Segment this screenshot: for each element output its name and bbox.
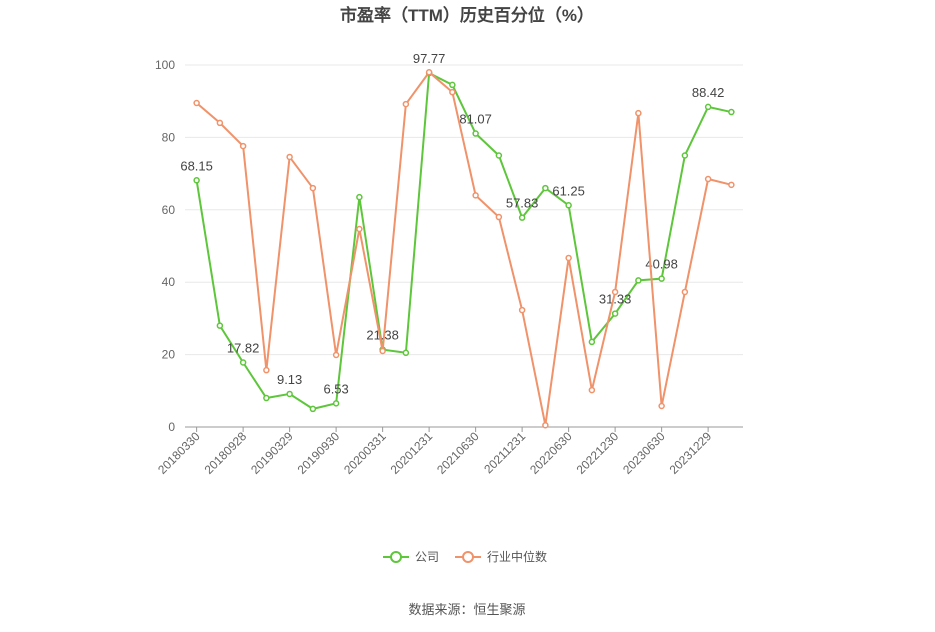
point <box>704 175 712 183</box>
point <box>379 347 386 355</box>
x-tick-label: 20231229 <box>667 429 715 477</box>
point <box>309 405 317 413</box>
point <box>518 214 526 221</box>
point <box>286 390 293 398</box>
y-tick-label: 20 <box>162 348 176 362</box>
point <box>611 310 619 317</box>
x-tick-label: 20230630 <box>620 429 668 477</box>
point <box>704 103 712 111</box>
point <box>472 130 479 137</box>
x-tick-label: 20220630 <box>527 429 575 477</box>
x-tick-label: 20190329 <box>248 429 296 477</box>
point <box>495 213 503 221</box>
point <box>356 193 363 201</box>
point <box>635 109 642 117</box>
point <box>681 288 689 296</box>
point <box>518 306 526 314</box>
y-tick-label: 100 <box>155 58 175 72</box>
data-label: 21.38 <box>366 328 399 343</box>
x-tick-label: 20211231 <box>481 429 528 476</box>
point <box>472 192 479 199</box>
legend-label: 公司 <box>415 550 439 564</box>
point <box>402 349 410 357</box>
data-label: 57.83 <box>506 196 539 211</box>
data-label: 9.13 <box>277 372 302 387</box>
point <box>542 421 549 429</box>
point <box>332 351 340 359</box>
legend-marker <box>390 551 402 563</box>
data-label: 40.98 <box>645 257 678 272</box>
point <box>193 99 200 107</box>
x-tick-label: 20180330 <box>155 429 203 477</box>
point <box>402 100 410 108</box>
point <box>495 152 503 159</box>
x-tick-label: 20210630 <box>434 429 482 477</box>
data-label: 81.07 <box>459 112 492 127</box>
data-label: 17.82 <box>227 340 260 355</box>
point <box>193 177 200 184</box>
point <box>216 322 224 329</box>
point <box>611 288 619 296</box>
point <box>309 184 317 192</box>
legend-label: 行业中位数 <box>487 549 547 564</box>
source: 数据来源：恒生聚源 <box>408 602 525 617</box>
point <box>263 366 270 374</box>
point <box>263 394 270 402</box>
series-line <box>195 71 732 410</box>
point <box>681 152 689 159</box>
data-label: 31.33 <box>599 292 632 307</box>
y-tick-label: 0 <box>168 420 175 434</box>
point <box>565 254 572 262</box>
x-tick-label: 20200331 <box>341 429 389 477</box>
point <box>286 153 293 161</box>
point <box>588 338 596 346</box>
y-tick-label: 80 <box>162 130 176 144</box>
point <box>449 88 456 96</box>
point <box>658 275 665 282</box>
point <box>658 402 665 410</box>
data-label: 6.53 <box>323 381 348 396</box>
point <box>542 184 549 192</box>
y-tick-label: 40 <box>162 275 176 289</box>
point <box>239 359 247 366</box>
data-label: 61.25 <box>552 183 585 198</box>
x-tick-label: 20190930 <box>295 429 343 477</box>
point <box>356 225 363 233</box>
point <box>728 108 735 116</box>
point <box>728 181 735 189</box>
series-line <box>195 70 732 426</box>
x-tick-label: 20201231 <box>388 429 436 477</box>
x-tick-label: 20221230 <box>574 429 622 477</box>
x-tick-label: 20180928 <box>202 429 250 477</box>
y-tick-label: 60 <box>162 203 176 217</box>
data-label: 68.15 <box>180 158 213 173</box>
point <box>588 386 596 394</box>
point <box>425 68 433 76</box>
point <box>449 81 456 89</box>
legend-marker <box>462 551 475 563</box>
point <box>332 400 340 407</box>
data-label: 97.77 <box>413 51 446 66</box>
point <box>635 277 642 284</box>
point <box>239 142 247 150</box>
chart-title: 市盈率（TTM）历史百分位（%） <box>340 5 594 25</box>
point <box>565 202 572 209</box>
data-label: 88.42 <box>692 85 725 100</box>
point <box>216 119 224 127</box>
